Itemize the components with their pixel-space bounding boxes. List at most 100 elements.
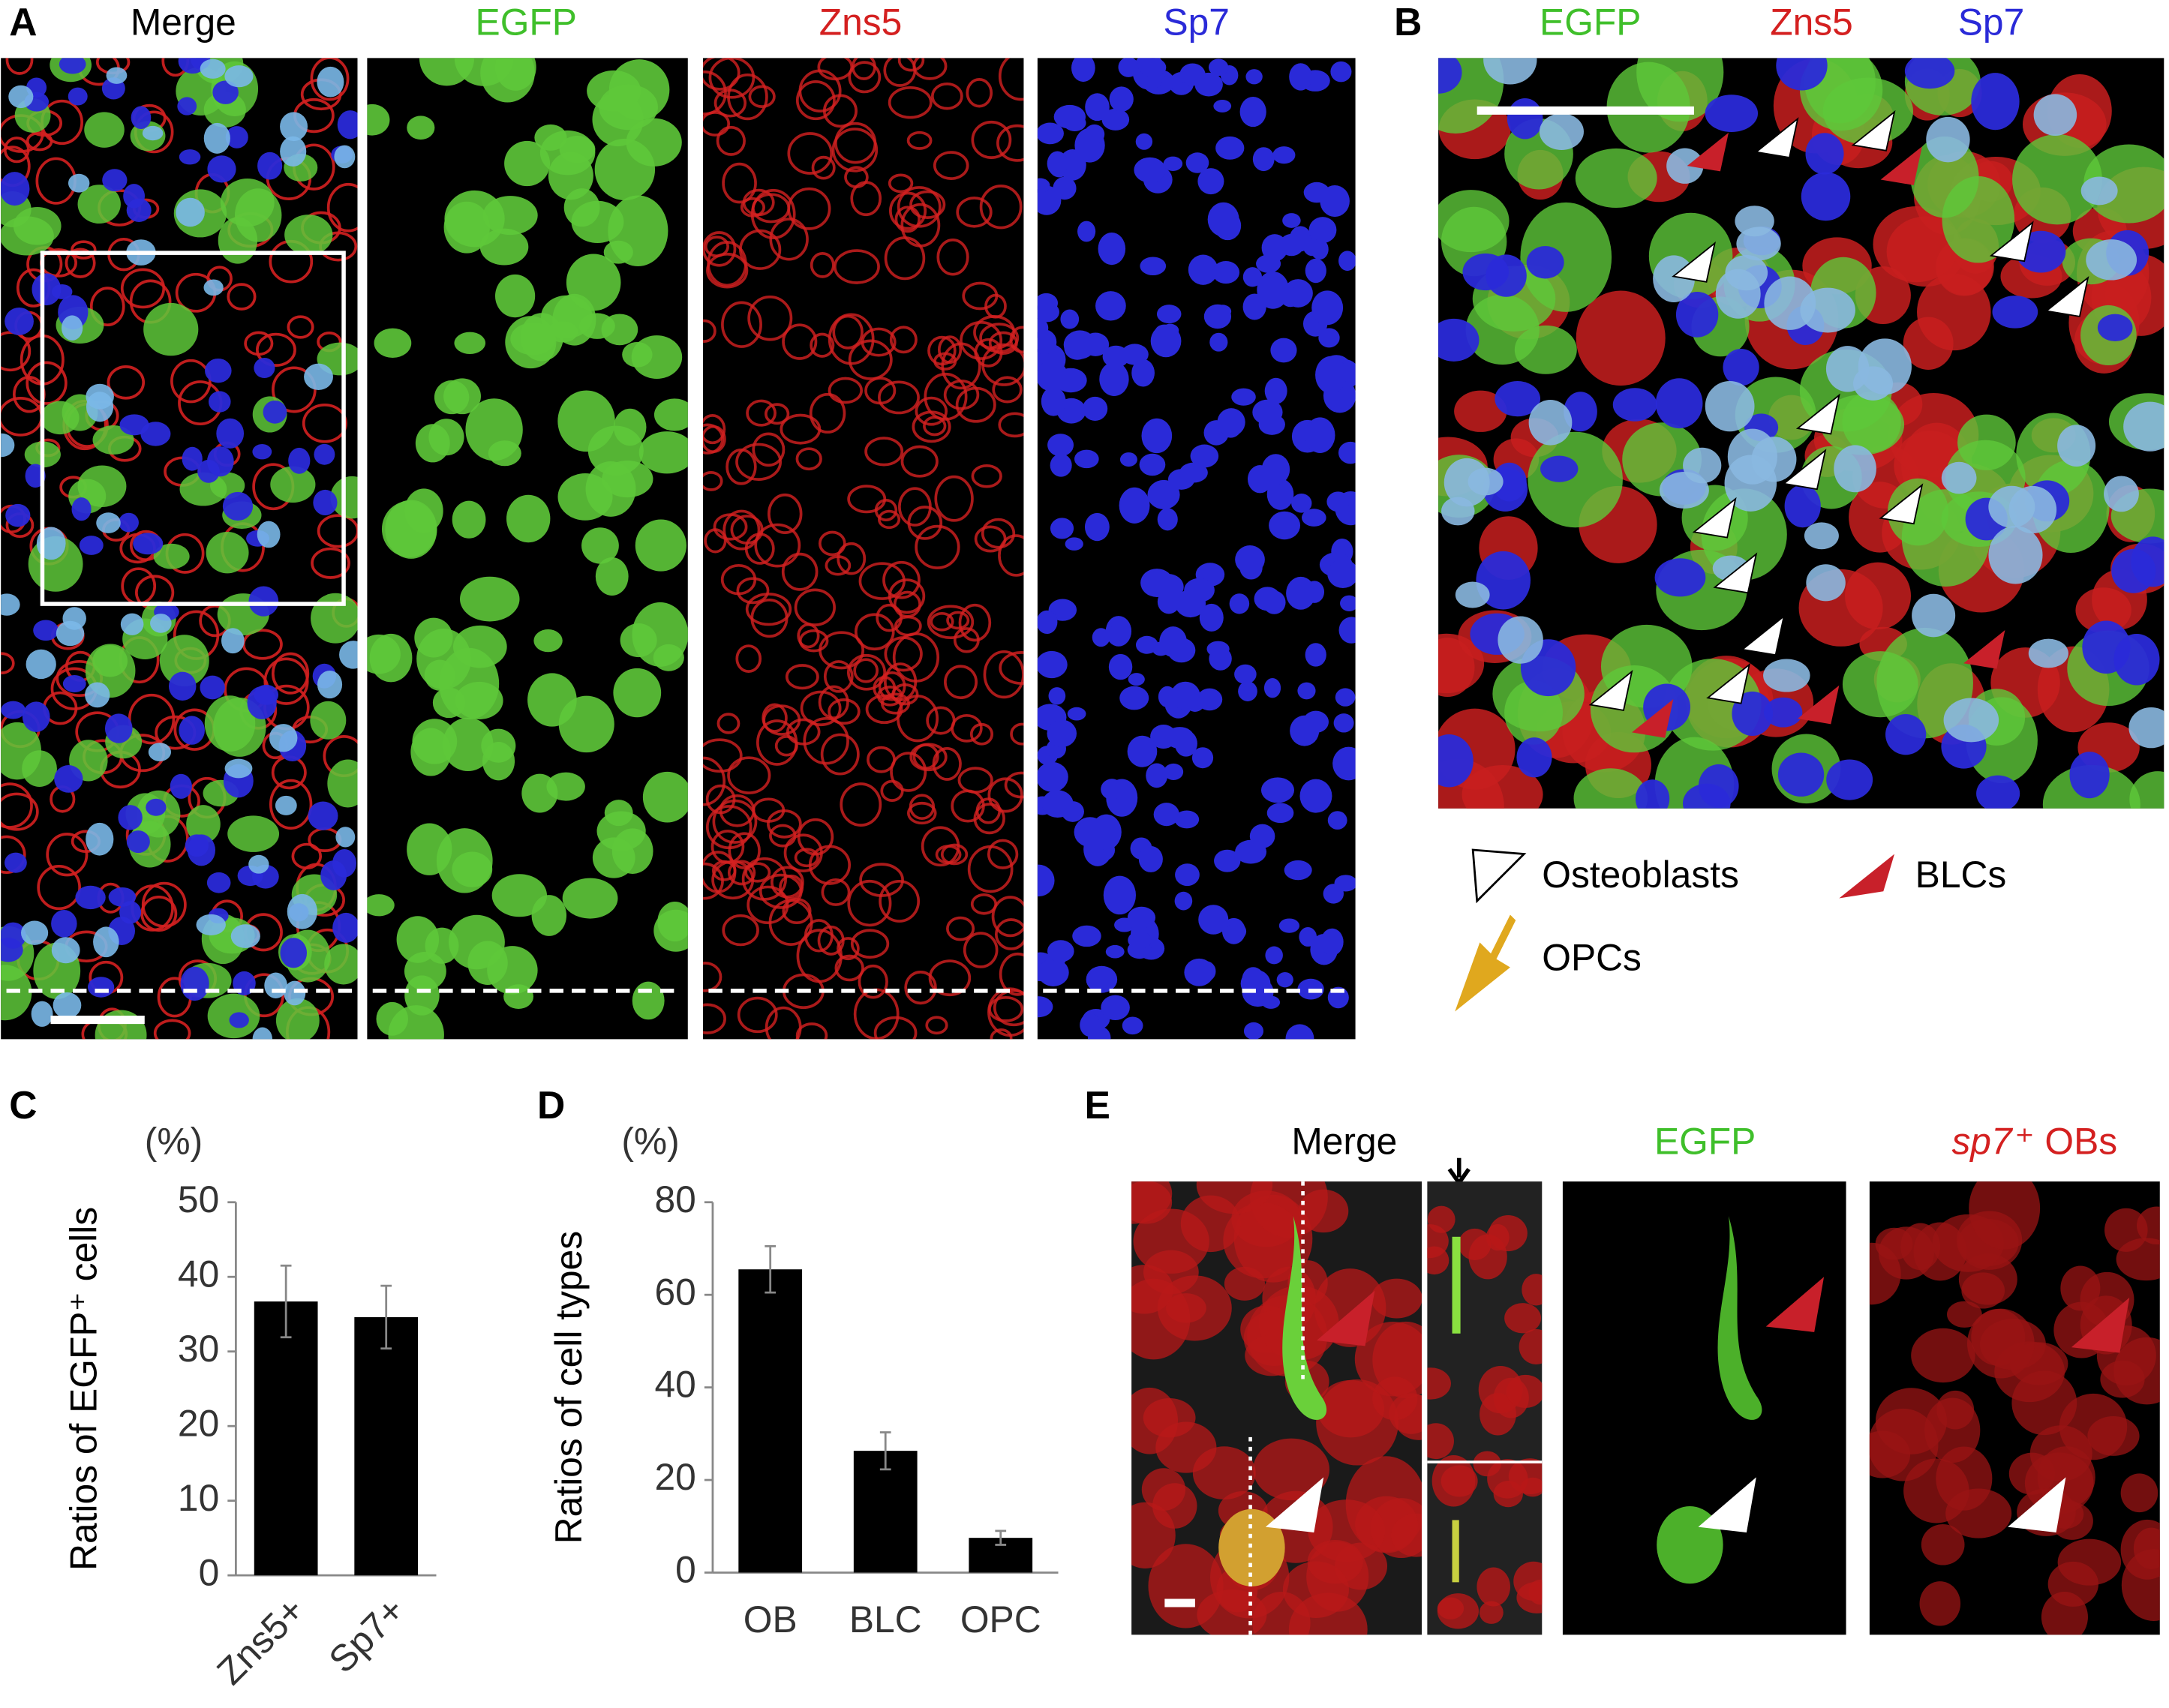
cell	[817, 58, 854, 81]
cell	[1199, 603, 1224, 632]
unit-label: (%)	[145, 1121, 203, 1163]
cell	[1188, 254, 1218, 285]
cell	[562, 878, 618, 919]
cell	[2057, 425, 2096, 467]
cell	[1311, 290, 1344, 326]
cell	[1288, 1592, 1368, 1635]
cell	[120, 613, 144, 635]
cell	[1152, 1483, 1197, 1529]
cell	[1900, 1223, 1941, 1271]
cell	[1564, 392, 1597, 432]
cell	[752, 432, 786, 467]
cell	[1127, 735, 1158, 767]
cell	[800, 690, 842, 727]
cell	[1119, 686, 1149, 710]
cell	[452, 500, 486, 539]
cell	[1139, 58, 1167, 77]
cell	[739, 229, 782, 270]
cell	[1257, 271, 1290, 309]
cell	[653, 644, 684, 671]
cell	[311, 593, 358, 644]
cell	[810, 252, 835, 278]
cell	[71, 240, 97, 260]
cell	[1131, 1181, 1173, 1224]
cell	[1522, 1274, 1543, 1306]
arrowhead	[1795, 393, 1840, 435]
y-tick-label: 40	[655, 1364, 696, 1406]
signal	[1452, 1236, 1461, 1334]
cell	[1540, 455, 1579, 482]
cell	[1276, 972, 1293, 988]
cell	[974, 525, 1007, 553]
cell	[275, 998, 320, 1040]
cell	[1969, 1181, 2041, 1250]
cell	[742, 188, 775, 217]
cell	[248, 854, 269, 874]
cell	[1777, 752, 1825, 797]
cell	[823, 660, 854, 693]
cell	[767, 809, 802, 839]
cell	[1705, 380, 1755, 432]
cell	[1340, 595, 1356, 611]
cell	[256, 332, 296, 367]
cell	[1468, 467, 1504, 496]
cell	[179, 149, 201, 165]
cell	[1054, 368, 1087, 393]
cell	[1873, 206, 1960, 283]
cell	[817, 925, 845, 956]
cell	[703, 756, 726, 806]
cell	[1576, 290, 1666, 386]
cell	[216, 418, 245, 449]
cell	[1291, 494, 1312, 513]
cell	[1723, 348, 1759, 386]
error-bar	[380, 1284, 392, 1350]
cell	[334, 145, 356, 169]
cell	[1, 835, 26, 875]
cell	[120, 268, 166, 309]
cell	[1122, 1016, 1143, 1035]
cell	[957, 767, 993, 794]
cell	[1047, 434, 1074, 457]
legend-label: OPCs	[1542, 936, 1642, 978]
cell	[1037, 650, 1068, 679]
error-bar	[765, 1244, 777, 1294]
cell	[1185, 691, 1206, 712]
cell	[703, 425, 726, 454]
cell	[1209, 647, 1232, 671]
cell	[415, 424, 450, 463]
cell	[1493, 1480, 1523, 1508]
cell	[1528, 400, 1573, 446]
cell	[203, 122, 230, 154]
cell	[837, 937, 860, 961]
cell	[534, 124, 567, 151]
cell	[1, 652, 15, 674]
cell	[638, 431, 688, 474]
arrowhead	[1741, 614, 1786, 656]
cell	[604, 800, 633, 827]
cell	[1152, 574, 1184, 600]
cell	[587, 425, 644, 476]
cell	[206, 872, 231, 893]
cell	[906, 801, 937, 825]
cell	[906, 131, 933, 150]
cell	[1047, 940, 1074, 962]
cell	[86, 383, 114, 410]
cell	[722, 914, 759, 947]
cell	[831, 128, 879, 173]
cell	[1479, 1601, 1504, 1624]
y-tick-label: 80	[655, 1178, 696, 1220]
cell	[1074, 449, 1099, 469]
cell	[735, 644, 762, 673]
cell	[220, 179, 275, 227]
cell	[998, 58, 1024, 101]
cell	[388, 1005, 444, 1040]
cell	[313, 489, 338, 516]
cell	[1191, 747, 1214, 769]
cell	[1175, 863, 1200, 887]
cell	[1240, 969, 1271, 998]
y-tick-label: 20	[655, 1456, 696, 1498]
cell	[854, 613, 895, 651]
cell	[1266, 479, 1294, 510]
cell	[915, 396, 948, 426]
cell	[288, 447, 311, 474]
